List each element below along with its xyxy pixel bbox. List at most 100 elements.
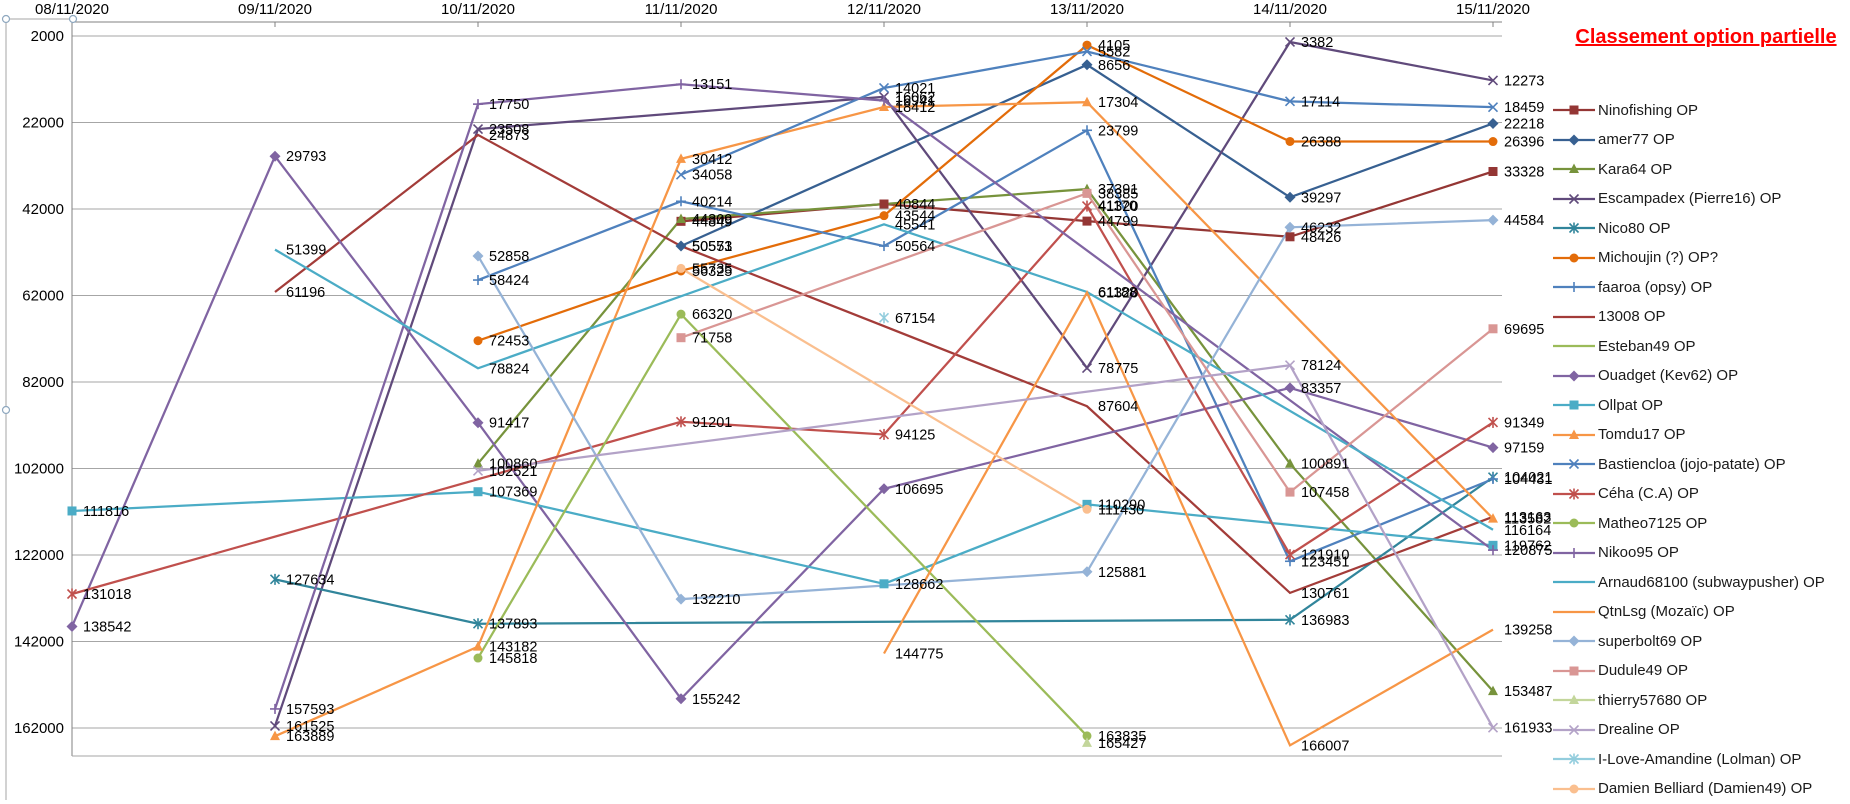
data-label: 137893 (489, 617, 537, 633)
legend-swatch-circle-marker (1553, 253, 1595, 262)
selection-handle[interactable] (1, 405, 11, 415)
legend-swatch-x-marker (1553, 193, 1595, 204)
series-line[interactable] (274, 101, 1494, 738)
data-label: 61196 (286, 285, 325, 301)
data-label: 16941 (895, 94, 935, 110)
data-label: 138542 (83, 620, 131, 636)
data-label: 131018 (83, 587, 131, 603)
data-label: 121910 (1301, 548, 1349, 564)
y-axis-label: 142000 (14, 634, 64, 651)
data-label: 69695 (1504, 322, 1544, 338)
selection-handle[interactable] (1, 14, 11, 24)
data-label: 51399 (286, 243, 326, 259)
legend-item[interactable]: Tomdu17 OP (1552, 424, 1686, 446)
data-label: 44584 (1504, 213, 1544, 229)
data-label: 143182 (489, 640, 537, 656)
legend-item[interactable]: thierry57680 OP (1552, 689, 1707, 711)
data-label: 91201 (692, 415, 732, 431)
legend-item[interactable]: QtnLsg (Mozaïc) OP (1552, 601, 1735, 623)
series-line[interactable] (883, 290, 1494, 747)
series-line[interactable] (477, 43, 1494, 342)
legend-item[interactable]: Escampadex (Pierre16) OP (1552, 188, 1781, 210)
data-label: 97159 (1504, 441, 1544, 457)
data-label: 71758 (692, 331, 732, 347)
legend-item[interactable]: amer77 OP (1552, 129, 1675, 151)
x-axis: 08/11/2020 09/11/2020 10/11/2020 11/11/2020… (35, 1, 1530, 27)
legend-item[interactable]: Arnaud68100 (subwaypusher) OP (1552, 571, 1825, 593)
data-label: 78124 (1301, 358, 1341, 374)
series-line[interactable] (477, 364, 1494, 729)
data-label: 161525 (286, 719, 334, 735)
data-label: 78824 (489, 361, 529, 377)
series-line[interactable] (477, 128, 1494, 563)
legend-item[interactable]: Damien Belliard (Damien49) OP (1552, 778, 1812, 800)
data-label: 153487 (1504, 684, 1552, 700)
x-axis-date-label: 15/11/2020 (1456, 1, 1530, 18)
legend-item[interactable]: I-Love-Amandine (Lolman) OP (1552, 748, 1801, 770)
data-label: 48426 (1301, 230, 1341, 246)
data-label: 45541 (895, 217, 935, 233)
data-label: 23508 (489, 122, 529, 138)
data-label: 17114 (1301, 94, 1340, 110)
legend-item[interactable]: faaroa (opsy) OP (1552, 276, 1712, 298)
data-label: 72453 (489, 334, 529, 350)
data-label: 102521 (489, 464, 537, 480)
chart-selection-frame[interactable] (1, 14, 78, 801)
data-label: 44799 (1098, 214, 1138, 230)
series-line[interactable] (273, 40, 1494, 727)
series-line[interactable] (274, 133, 1494, 595)
legend-item[interactable]: superbolt69 OP (1552, 630, 1702, 652)
data-label: 41320 (1098, 199, 1138, 215)
legend-label: Nikoo95 OP (1598, 544, 1679, 561)
legend-swatch-asterisk-marker (1553, 488, 1595, 499)
data-label: 144775 (895, 647, 943, 663)
series-line[interactable] (680, 192, 1494, 494)
legend-item[interactable]: Ollpat OP (1552, 394, 1663, 416)
data-label: 110290 (1098, 497, 1145, 513)
series-line[interactable] (71, 204, 1494, 596)
data-label: 44849 (692, 214, 732, 230)
data-label: 40214 (692, 194, 732, 210)
legend-item[interactable]: Kara64 OP (1552, 158, 1672, 180)
legend-label: 13008 OP (1598, 308, 1666, 325)
legend-item[interactable]: Ninofishing OP (1552, 99, 1698, 121)
series-line[interactable] (680, 267, 1088, 511)
series-line[interactable] (274, 223, 1494, 531)
data-label: 14021 (895, 81, 935, 97)
series-lines[interactable] (70, 40, 1494, 747)
legend-item[interactable]: Bastiencloa (jojo-patate) OP (1552, 453, 1786, 475)
legend-item[interactable]: Drealine OP (1552, 719, 1680, 741)
gridlines: 2000 22000 42000 62000 82000 102000 122000 1420… (14, 21, 1502, 757)
legend-label: thierry57680 OP (1598, 691, 1708, 709)
legend-label: Nico80 OP (1598, 219, 1671, 237)
series-line[interactable] (680, 63, 1494, 248)
selection-handle[interactable] (68, 14, 78, 24)
data-label: 43544 (895, 209, 935, 225)
legend-item[interactable]: 13008 OP (1552, 306, 1666, 328)
legend-item[interactable]: Céha (C.A) OP (1552, 483, 1699, 505)
series-line[interactable] (477, 312, 1088, 737)
legend-item[interactable]: Nico80 OP (1552, 217, 1671, 239)
data-label: 22218 (1504, 116, 1544, 132)
data-label: 113582 (1504, 512, 1551, 528)
legend-item[interactable]: Nikoo95 OP (1552, 542, 1679, 564)
data-label: 50571 (692, 239, 732, 255)
legend-label: Ninofishing OP (1598, 101, 1699, 119)
y-axis-label: 122000 (14, 547, 64, 564)
data-label: 5582 (1098, 44, 1130, 60)
data-label: 66320 (692, 307, 732, 323)
chart-title[interactable]: Classement option partielle (1575, 26, 1837, 48)
legend-label: Michoujin (?) OP? (1598, 249, 1719, 266)
data-label: 165427 (1098, 736, 1146, 752)
series-line[interactable] (477, 219, 1494, 601)
data-label: 100891 (1301, 457, 1349, 473)
data-label: 113163 (1504, 510, 1551, 526)
legend-item[interactable]: Michoujin (?) OP? (1552, 247, 1718, 269)
legend-item[interactable]: Esteban49 OP (1552, 335, 1696, 357)
legend-item[interactable]: Ouadget (Kev62) OP (1552, 365, 1738, 387)
legend-item[interactable]: Dudule49 OP (1552, 660, 1688, 682)
data-label: 41170 (1098, 198, 1137, 214)
legend-item[interactable]: Matheo7125 OP (1552, 512, 1707, 534)
